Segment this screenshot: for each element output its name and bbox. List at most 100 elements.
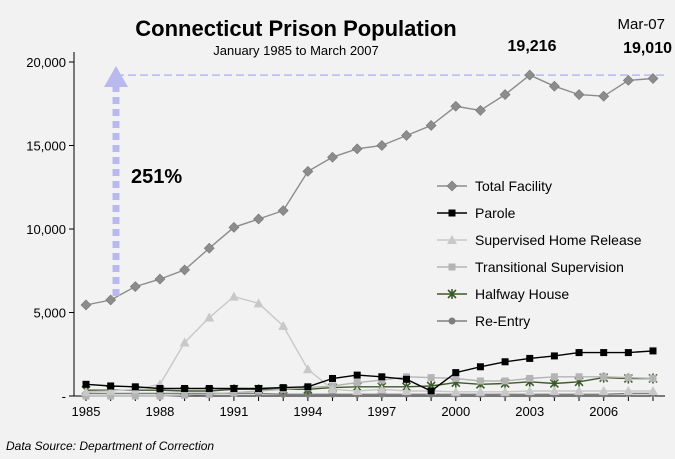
data-point-supervised-home-release (253, 298, 264, 308)
data-point-supervised-home-release (524, 385, 535, 395)
data-point-supervised-home-release (623, 385, 634, 395)
data-point-supervised-home-release (228, 291, 239, 301)
data-point-transitional-supervision (501, 377, 509, 385)
data-point-re-entry (304, 390, 312, 398)
series-line-parole (85, 350, 654, 392)
y-tick-label: - (62, 389, 66, 404)
legend-swatch-marker (448, 209, 456, 217)
data-point-supervised-home-release (549, 385, 560, 395)
data-point-supervised-home-release (598, 385, 609, 395)
data-point-transitional-supervision (156, 392, 164, 400)
data-point-transitional-supervision (550, 373, 558, 381)
growth-arrow (104, 66, 128, 297)
x-tick-label: 1997 (367, 404, 396, 419)
series-layer (80, 69, 659, 400)
data-point-total-facility (573, 89, 585, 100)
data-point-parole (304, 383, 312, 391)
data-point-transitional-supervision (205, 390, 213, 398)
series-line-supervised-home-release (85, 295, 653, 393)
data-point-parole (649, 347, 657, 355)
data-point-supervised-home-release (352, 385, 363, 395)
data-point-transitional-supervision (452, 374, 460, 382)
data-point-supervised-home-release (574, 385, 585, 395)
series-line-transitional-supervision (86, 376, 654, 397)
data-point-total-facility (228, 221, 240, 233)
data-point-parole (452, 369, 460, 377)
data-point-parole (279, 384, 287, 392)
data-point-total-facility (475, 105, 486, 116)
legend-swatch-marker (448, 263, 456, 271)
data-point-total-facility (179, 264, 191, 276)
legend-label: Supervised Home Release (475, 232, 642, 248)
y-tick-label: 5,000 (33, 306, 66, 321)
legend-item-halfway-house: Halfway House (437, 286, 569, 302)
data-point-total-facility (647, 73, 659, 84)
data-point-transitional-supervision (181, 391, 189, 399)
x-tick-label: 2006 (589, 404, 618, 419)
x-tick-label: 1988 (145, 404, 174, 419)
data-point-supervised-home-release (500, 386, 511, 396)
data-point-total-facility (351, 143, 363, 155)
series-line-halfway-house (86, 376, 653, 392)
data-point-total-facility (105, 294, 117, 306)
legend-item-supervised-home-release: Supervised Home Release (437, 232, 642, 248)
data-point-supervised-home-release (302, 364, 313, 374)
end-date-label: Mar-07 (617, 16, 665, 33)
data-point-parole (181, 384, 189, 392)
data-point-transitional-supervision (476, 377, 484, 385)
chart-subtitle: January 1985 to March 2007 (213, 43, 379, 58)
axes: - 5,000 10,000 15,000 20,000 1985 1988 1991 1994… (26, 52, 665, 419)
data-point-transitional-supervision (107, 392, 115, 400)
data-point-total-facility (129, 281, 141, 293)
data-point-transitional-supervision (230, 389, 238, 397)
data-source-note: Data Source: Department of Correction (6, 439, 215, 453)
data-point-parole (526, 354, 534, 362)
data-point-parole (131, 383, 139, 391)
data-point-transitional-supervision (131, 392, 139, 400)
data-point-total-facility (401, 130, 412, 141)
data-point-transitional-supervision (427, 374, 435, 382)
data-point-total-facility (154, 273, 166, 285)
data-point-total-facility (80, 299, 92, 311)
y-tick-label: 15,000 (26, 139, 66, 154)
data-point-total-facility (450, 100, 462, 112)
data-point-total-facility (302, 165, 314, 177)
series-total-facility (80, 69, 659, 311)
data-point-total-facility (524, 69, 536, 81)
data-point-total-facility (598, 90, 610, 102)
legend-label: Halfway House (475, 286, 569, 302)
legend-label: Total Facility (475, 178, 552, 194)
data-point-parole (476, 363, 484, 371)
data-point-parole (205, 384, 213, 392)
data-point-parole (378, 373, 386, 381)
data-point-parole (82, 380, 90, 388)
legend: Total Facility Parole Supervised Home Rele… (437, 178, 642, 329)
data-point-supervised-home-release (81, 386, 91, 396)
end-value-label: 19,010 (623, 40, 672, 57)
data-point-parole (501, 358, 509, 366)
growth-percent-label: 251% (131, 166, 182, 188)
data-point-parole (550, 352, 558, 360)
data-point-transitional-supervision (353, 379, 361, 387)
x-tick-label: 1994 (293, 404, 322, 419)
legend-label: Parole (475, 205, 516, 221)
data-point-total-facility (425, 120, 437, 131)
legend-item-transitional-supervision: Transitional Supervision (437, 259, 624, 275)
data-point-supervised-home-release (450, 386, 461, 396)
data-point-supervised-home-release (327, 384, 338, 394)
data-point-parole (427, 387, 435, 395)
peak-value-label: 19,216 (508, 38, 557, 55)
data-point-supervised-home-release (648, 385, 658, 395)
data-point-total-facility (376, 140, 388, 151)
data-point-supervised-home-release (204, 312, 215, 322)
chart-title: Connecticut Prison Population (135, 16, 456, 41)
data-point-transitional-supervision (649, 374, 657, 382)
legend-item-re-entry: Re-Entry (437, 313, 530, 329)
data-point-supervised-home-release (475, 386, 486, 396)
data-point-supervised-home-release (105, 385, 116, 395)
data-point-total-facility (622, 74, 634, 86)
legend-label: Re-Entry (475, 313, 530, 329)
legend-swatch-marker (446, 180, 458, 192)
